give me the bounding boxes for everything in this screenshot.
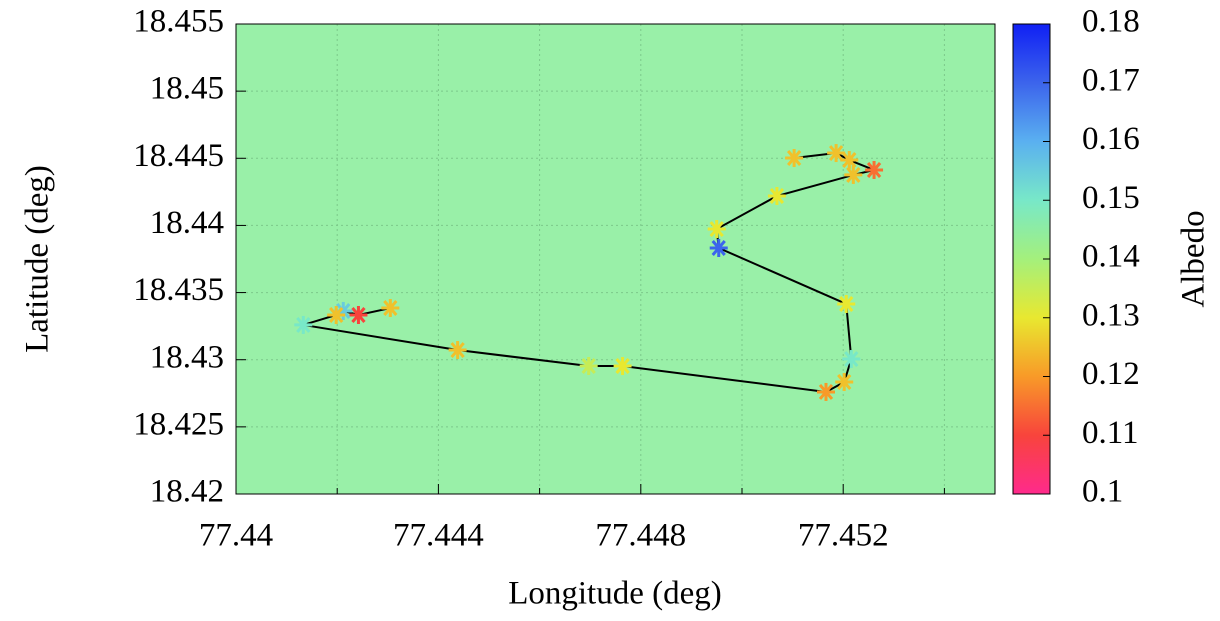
colorbar-tick-label: 0.12 (1082, 356, 1140, 392)
y-tick-label: 18.435 (133, 272, 224, 308)
colorbar-label: Albedo (1176, 210, 1212, 307)
colorbar-tick-label: 0.18 (1082, 4, 1140, 40)
y-tick-label: 18.425 (133, 406, 224, 442)
x-tick-label: 77.44 (199, 518, 273, 554)
point (709, 238, 728, 257)
point (844, 165, 863, 184)
y-tick-label: 18.42 (150, 474, 224, 510)
point (448, 341, 467, 360)
y-tick-label: 18.445 (133, 138, 224, 174)
point (785, 149, 804, 168)
colorbar-tick-label: 0.13 (1082, 297, 1140, 333)
colorbar-tick-label: 0.17 (1082, 62, 1140, 98)
point (865, 160, 884, 179)
point (327, 305, 346, 324)
point (579, 357, 598, 376)
point (840, 151, 859, 170)
point (381, 299, 400, 318)
colorbar-tick-label: 0.11 (1082, 415, 1139, 451)
point (707, 220, 726, 239)
point (294, 315, 313, 334)
point (835, 373, 854, 392)
x-tick-label: 77.448 (595, 518, 686, 554)
point (837, 294, 856, 313)
plot-background (236, 24, 995, 494)
colorbar-tick-label: 0.16 (1082, 121, 1140, 157)
y-axis-label: Latitude (deg) (20, 165, 56, 353)
x-tick-label: 77.444 (393, 518, 484, 554)
x-axis-label: Longitude (deg) (508, 576, 722, 612)
point (767, 187, 786, 206)
colorbar-tick-label: 0.14 (1082, 239, 1140, 275)
point (842, 350, 861, 369)
point (816, 382, 835, 401)
point (827, 144, 846, 163)
y-tick-label: 18.45 (150, 71, 224, 107)
x-tick-label: 77.452 (798, 518, 889, 554)
y-tick-label: 18.44 (150, 205, 224, 241)
y-tick-label: 18.455 (133, 4, 224, 40)
colorbar-tick-label: 0.15 (1082, 180, 1140, 216)
y-tick-label: 18.43 (150, 339, 224, 375)
point (613, 357, 632, 376)
point (349, 305, 368, 324)
colorbar-tick-label: 0.1 (1082, 474, 1123, 510)
plot-frame (235, 23, 996, 495)
